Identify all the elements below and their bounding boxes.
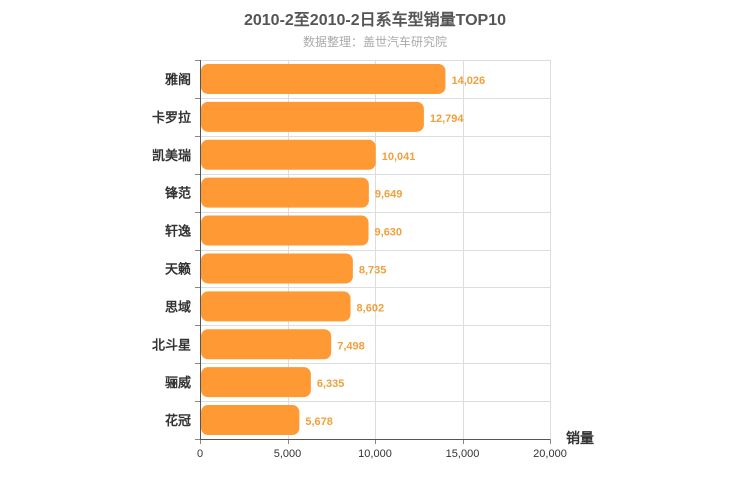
value-label: 10,041 <box>382 151 416 163</box>
x-tick-label: 15,000 <box>446 448 480 460</box>
grid-lines <box>200 60 551 439</box>
bar <box>201 101 424 132</box>
value-label: 5,678 <box>305 416 333 428</box>
bar <box>201 139 376 170</box>
category-label: 卡罗拉 <box>152 110 191 125</box>
value-label: 9,630 <box>375 227 403 239</box>
bar <box>201 63 446 94</box>
x-axis-title: 销量 <box>566 430 594 446</box>
value-label: 14,026 <box>451 75 485 87</box>
category-label: 凯美瑞 <box>152 148 191 163</box>
chart-subtitle: 数据整理：盖世汽车研究院 <box>302 35 447 49</box>
bar <box>201 253 353 284</box>
category-label: 雅阁 <box>165 72 191 87</box>
value-labels: 14,026 12,794 10,041 9,649 9,630 8,735 8,602 7,… <box>305 75 485 428</box>
bar <box>201 329 332 360</box>
axes <box>195 60 551 444</box>
category-label: 天籁 <box>165 261 191 276</box>
value-label: 9,649 <box>375 189 403 201</box>
value-label: 6,335 <box>317 378 345 390</box>
x-tick-labels: 0 5,000 10,000 15,000 20,000 <box>197 448 567 460</box>
x-tick-label: 20,000 <box>533 448 567 460</box>
category-label: 锋范 <box>165 186 191 201</box>
bar <box>201 177 369 208</box>
category-label: 骊威 <box>165 375 191 390</box>
bar <box>201 291 351 322</box>
x-tick-label: 0 <box>197 448 203 460</box>
category-label: 轩逸 <box>165 224 191 239</box>
value-label: 12,794 <box>430 113 465 125</box>
bar <box>201 215 369 246</box>
category-label: 北斗星 <box>152 337 191 352</box>
bars <box>201 63 446 436</box>
bar <box>201 367 311 398</box>
value-label: 8,735 <box>359 264 387 276</box>
category-label: 花冠 <box>165 413 191 428</box>
value-label: 8,602 <box>357 302 385 314</box>
category-label: 思域 <box>165 299 191 314</box>
x-tick-label: 5,000 <box>274 448 302 460</box>
chart-title: 2010-2至2010-2日系车型销量TOP10 <box>243 12 507 29</box>
value-label: 7,498 <box>337 340 365 352</box>
bar <box>201 405 300 436</box>
x-tick-label: 10,000 <box>358 448 392 460</box>
